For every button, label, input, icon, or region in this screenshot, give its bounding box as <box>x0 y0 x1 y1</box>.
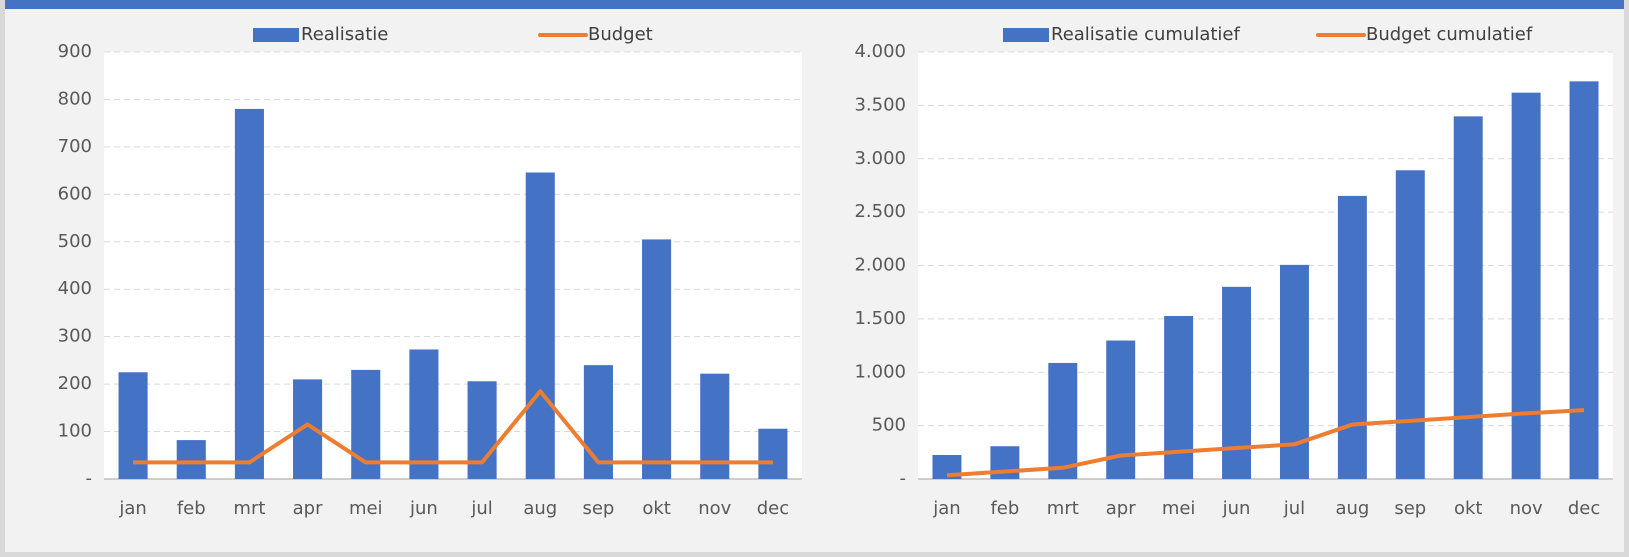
y-tick-label: 800 <box>58 88 92 109</box>
x-tick-label: jul <box>1283 498 1305 519</box>
y-tick-label: 100 <box>58 421 92 442</box>
x-tick-label: aug <box>523 498 557 519</box>
y-tick-label: 3.500 <box>854 94 906 115</box>
x-tick-label: nov <box>1510 498 1543 519</box>
legend-label: Realisatie cumulatief <box>1051 24 1240 45</box>
x-tick-label: jun <box>409 498 438 519</box>
legend: Realisatie Budget <box>253 24 653 45</box>
bar <box>1048 362 1078 479</box>
x-tick-label: aug <box>1335 498 1369 519</box>
y-tick-label: - <box>86 468 93 489</box>
y-tick-label: 200 <box>58 373 92 394</box>
header-banner <box>5 0 1624 9</box>
legend-swatch <box>1003 28 1049 42</box>
bar <box>1453 116 1483 480</box>
legend-swatch <box>253 28 299 42</box>
bar <box>176 440 206 479</box>
x-tick-label: jan <box>118 498 146 519</box>
x-tick-label: mei <box>1162 498 1196 519</box>
x-tick-label: apr <box>293 498 323 519</box>
bar <box>642 239 672 479</box>
y-tick-label: 700 <box>58 136 92 157</box>
x-tick-label: jan <box>932 498 960 519</box>
y-tick-label: 2.000 <box>854 255 906 276</box>
y-tick-label: 2.500 <box>854 201 906 222</box>
bar <box>1164 315 1194 479</box>
legend-label: Budget cumulatief <box>1366 24 1533 45</box>
bar <box>1395 170 1425 480</box>
x-tick-label: mrt <box>233 498 265 519</box>
legend-label: Realisatie <box>301 24 388 45</box>
y-tick-label: 900 <box>58 41 92 62</box>
y-tick-label: 4.000 <box>854 41 906 62</box>
bar <box>758 428 788 479</box>
bar <box>1511 92 1541 479</box>
y-tick-label: 300 <box>58 326 92 347</box>
y-tick-label: - <box>900 468 907 489</box>
x-tick-label: dec <box>1568 498 1600 519</box>
y-tick-label: 1.000 <box>854 361 906 382</box>
x-tick-label: mei <box>349 498 383 519</box>
x-tick-label: jul <box>470 498 492 519</box>
bar <box>525 172 555 479</box>
x-tick-label: dec <box>757 498 789 519</box>
bar <box>234 108 264 479</box>
x-tick-label: sep <box>1394 498 1426 519</box>
x-tick-label: feb <box>177 498 206 519</box>
y-tick-label: 400 <box>58 278 92 299</box>
line <box>946 408 1585 478</box>
line <box>133 389 773 465</box>
bar <box>409 349 439 479</box>
bar <box>1337 195 1367 480</box>
legend-label: Budget <box>588 24 653 45</box>
x-tick-label: okt <box>1454 498 1483 519</box>
y-tick-label: 500 <box>872 415 906 436</box>
y-tick-label: 500 <box>58 231 92 252</box>
y-tick-label: 1.500 <box>854 308 906 329</box>
x-tick-label: sep <box>582 498 614 519</box>
x-tick-label: jun <box>1222 498 1251 519</box>
y-tick-label: 600 <box>58 183 92 204</box>
x-tick-label: okt <box>642 498 671 519</box>
plot-area <box>104 52 802 479</box>
x-tick-label: nov <box>698 498 731 519</box>
x-tick-label: mrt <box>1047 498 1079 519</box>
bar <box>1569 81 1599 479</box>
y-tick-label: 3.000 <box>854 148 906 169</box>
x-tick-label: feb <box>990 498 1019 519</box>
x-tick-label: apr <box>1106 498 1136 519</box>
legend: Realisatie cumulatief Budget cumulatief <box>1003 24 1533 45</box>
